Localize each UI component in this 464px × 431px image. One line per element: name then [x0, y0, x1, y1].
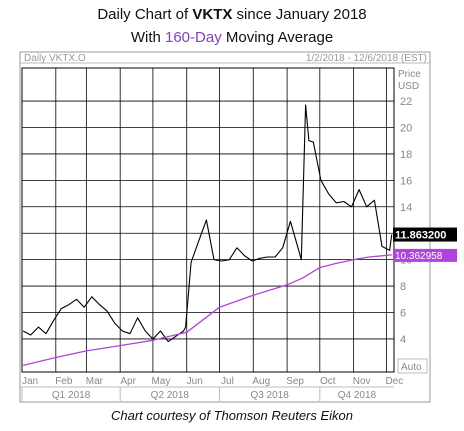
x-tick-label: Dec	[385, 376, 403, 387]
x-tick-label: Mar	[86, 376, 104, 387]
auto-scale-label: Auto	[401, 362, 422, 373]
ticker-symbol: VKTX	[192, 6, 233, 23]
x-tick-label: Oct	[320, 376, 336, 387]
y-tick-label: 4	[400, 334, 406, 346]
y-tick-label: 16	[400, 175, 412, 187]
ma-value-label: 10.362958	[395, 251, 443, 262]
chart-frame	[19, 51, 431, 403]
last-price-flag	[393, 227, 457, 242]
instrument-label: Daily VKTX.O	[24, 53, 86, 64]
chart-credit: Chart courtesy of Thomson Reuters Eikon	[110, 408, 354, 423]
y-axis-label: Price	[398, 69, 421, 80]
x-tick-label: Apr	[120, 376, 136, 387]
y-axis-unit: USD	[398, 81, 419, 92]
quarter-label: Q2 2018	[151, 390, 190, 401]
y-tick-label: 14	[400, 202, 412, 214]
grid-layer	[19, 51, 431, 403]
x-tick-label: Jul	[221, 376, 234, 387]
price-series-line	[22, 104, 393, 343]
quarter-label: Q1 2018	[52, 390, 91, 401]
plot-area	[21, 67, 395, 373]
x-tick-label: May	[151, 376, 170, 387]
x-tick-label: Nov	[353, 376, 371, 387]
x-tick-label: Jun	[187, 376, 203, 387]
y-tick-label: 8	[400, 281, 406, 293]
last-price-label: 11.863200	[395, 230, 446, 242]
x-tick-label: Aug	[252, 376, 270, 387]
quarter-label: Q4 2018	[338, 390, 377, 401]
series-layer	[22, 104, 393, 367]
label-layer: Daily VKTX.O 1/2/2018 - 12/6/2018 (EST) Pr…	[22, 53, 457, 401]
date-range-label: 1/2/2018 - 12/6/2018 (EST)	[306, 53, 427, 64]
y-tick-label: 20	[400, 122, 412, 134]
x-tick-label: Jan	[22, 376, 38, 387]
auto-scale-box	[397, 358, 428, 374]
chart-title-line-2: With 160-Day Moving Average	[130, 29, 334, 46]
y-tick-label: 18	[400, 149, 412, 161]
y-tick-label: 6	[400, 308, 406, 320]
ma-value-flag	[393, 248, 457, 262]
chart-title-line-1: Daily Chart of VKTX since January 2018	[97, 6, 367, 23]
y-tick-label: 22	[400, 96, 412, 108]
x-tick-label: Sep	[286, 376, 304, 387]
ma-period-highlight: 160-Day	[165, 29, 222, 46]
x-tick-label: Feb	[55, 376, 73, 387]
moving-average-line	[22, 254, 392, 367]
quarter-label: Q3 2018	[250, 390, 289, 401]
